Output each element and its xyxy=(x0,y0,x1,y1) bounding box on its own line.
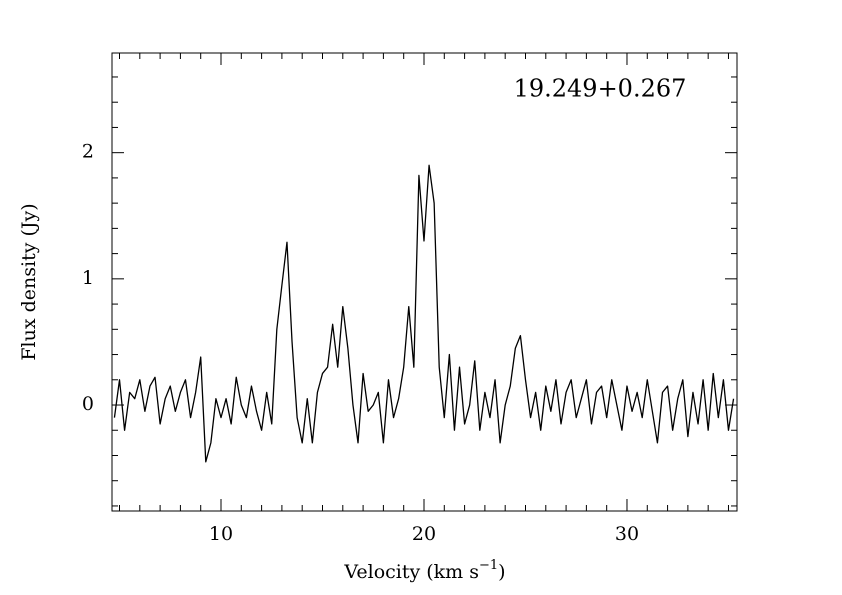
y-axis-label: Flux density (Jy) xyxy=(18,203,40,360)
y-tick-label: 0 xyxy=(82,393,94,415)
annotation: 19.249+0.267 xyxy=(514,75,687,103)
x-tick-label: 20 xyxy=(412,523,436,545)
x-axis-label-text: Velocity (km s xyxy=(343,561,479,583)
x-tick-label: 30 xyxy=(615,523,639,545)
x-axis-label: Velocity (km s−1) xyxy=(343,558,505,584)
x-axis-label-sup: −1 xyxy=(479,558,498,573)
plot-frame xyxy=(111,52,738,512)
spectrum-line xyxy=(113,164,735,463)
y-tick-label: 2 xyxy=(82,141,94,163)
y-tick-label: 1 xyxy=(82,267,94,289)
x-axis-label-end: ) xyxy=(498,561,505,583)
x-tick-label: 10 xyxy=(209,523,233,545)
